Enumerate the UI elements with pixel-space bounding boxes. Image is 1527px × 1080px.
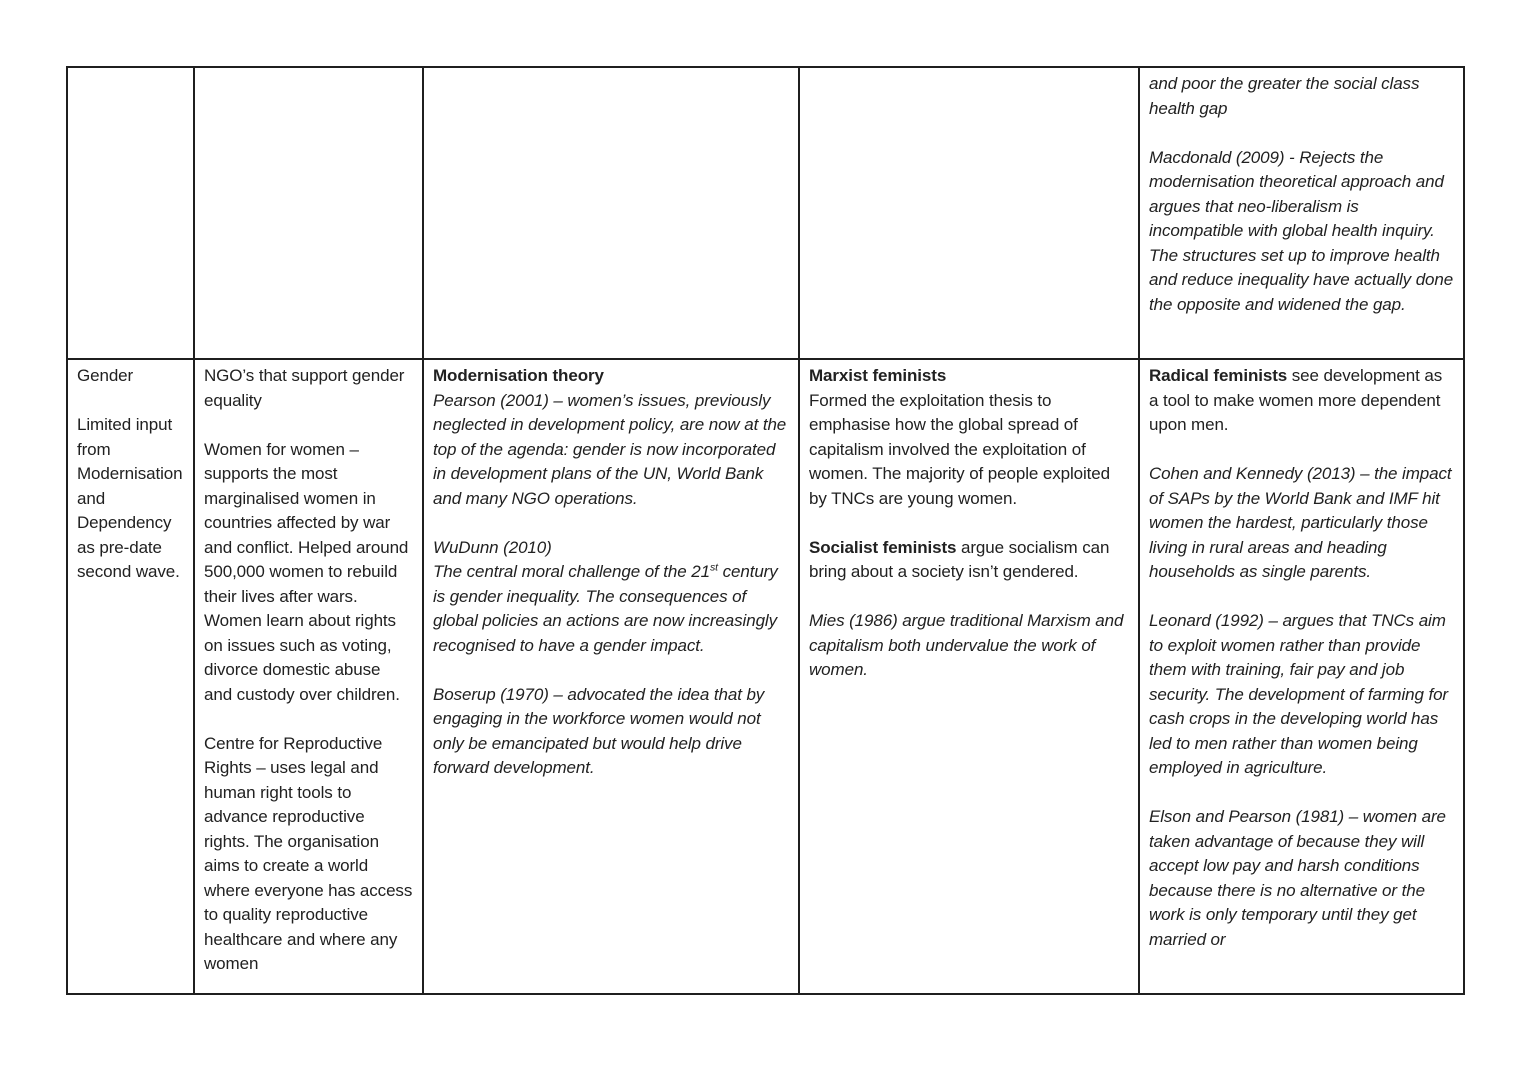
table-cell-r1-c4: Radical feminists see development as a t… xyxy=(1138,358,1465,995)
table-row: Gender Limited input from Modernisation … xyxy=(66,358,1465,995)
paragraph: Elson and Pearson (1981) – women are tak… xyxy=(1149,805,1454,952)
table-cell-r0-c0 xyxy=(66,66,195,360)
text-run: see development as a tool to make women … xyxy=(1149,366,1443,434)
table-cell-r0-c1 xyxy=(193,66,424,360)
table-cell-r1-c0: Gender Limited input from Modernisation … xyxy=(66,358,195,995)
notes-table: and poor the greater the social class he… xyxy=(66,66,1465,995)
paragraph: The central moral challenge of the 21st … xyxy=(433,560,789,658)
paragraph xyxy=(433,511,789,536)
cell-content: NGO’s that support gender equality Women… xyxy=(204,364,413,992)
text-run: Leonard (1992) – argues that TNCs aim to… xyxy=(1149,611,1448,777)
table-cell-r1-c1: NGO’s that support gender equality Women… xyxy=(193,358,424,995)
paragraph: Radical feminists see development as a t… xyxy=(1149,364,1454,438)
cell-content xyxy=(809,72,1129,357)
text-run: Limited input from Modernisation and Dep… xyxy=(77,415,183,581)
text-run: Radical feminists xyxy=(1149,366,1288,385)
cell-content: Modernisation theory Pearson (2001) – wom… xyxy=(433,364,789,992)
paragraph xyxy=(77,389,184,414)
paragraph: Cohen and Kennedy (2013) – the impact of… xyxy=(1149,462,1454,585)
paragraph: Marxist feminists xyxy=(809,364,1129,389)
paragraph: Gender xyxy=(77,364,184,389)
table-cell-r0-c4: and poor the greater the social class he… xyxy=(1138,66,1465,360)
text-run: Centre for Reproductive Rights – uses le… xyxy=(204,733,413,974)
paragraph: NGO’s that support gender equality xyxy=(204,364,413,413)
text-run: st xyxy=(709,561,718,574)
text-run: Mies (1986) argue traditional Marxism an… xyxy=(809,611,1124,679)
table-cell-r0-c2 xyxy=(422,66,800,360)
text-run: Socialist feminists xyxy=(809,537,957,557)
text-run: Marxist feminists xyxy=(809,366,947,385)
text-run: century is gender inequality. The conseq… xyxy=(433,562,778,655)
paragraph xyxy=(204,707,413,732)
paragraph xyxy=(204,413,413,438)
paragraph: Macdonald (2009) - Rejects the modernisa… xyxy=(1149,146,1454,318)
text-run: Women for women – supports the most marg… xyxy=(204,439,409,704)
paragraph: WuDunn (2010) xyxy=(433,536,789,561)
text-run: Boserup (1970) – advocated the idea that… xyxy=(433,684,765,778)
paragraph: Centre for Reproductive Rights – uses le… xyxy=(204,732,413,977)
text-run: Gender xyxy=(77,366,134,385)
table-row: and poor the greater the social class he… xyxy=(66,66,1465,360)
paragraph: Leonard (1992) – argues that TNCs aim to… xyxy=(1149,609,1454,781)
paragraph xyxy=(809,585,1129,610)
text-run: Macdonald (2009) - Rejects the modernisa… xyxy=(1149,147,1454,314)
text-run: Modernisation theory xyxy=(433,366,604,385)
cell-content: Marxist feminists Formed the exploitation… xyxy=(809,364,1129,992)
paragraph: Socialist feminists argue socialism can … xyxy=(809,536,1129,585)
paragraph: Mies (1986) argue traditional Marxism an… xyxy=(809,609,1129,683)
text-run: Cohen and Kennedy (2013) – the impact of… xyxy=(1149,464,1452,581)
paragraph: and poor the greater the social class he… xyxy=(1149,72,1454,121)
paragraph xyxy=(1149,585,1454,610)
paragraph xyxy=(809,511,1129,536)
paragraph: Pearson (2001) – women’s issues, previou… xyxy=(433,389,789,512)
table-cell-r0-c3 xyxy=(798,66,1140,360)
text-run: The central moral challenge of the 21 xyxy=(433,562,710,581)
paragraph: Boserup (1970) – advocated the idea that… xyxy=(433,683,789,781)
paragraph xyxy=(433,658,789,683)
text-run: WuDunn (2010) xyxy=(433,537,552,557)
paragraph: Modernisation theory xyxy=(433,364,789,389)
cell-content: and poor the greater the social class he… xyxy=(1149,72,1454,357)
paragraph xyxy=(1149,781,1454,806)
table-cell-r1-c2: Modernisation theory Pearson (2001) – wom… xyxy=(422,358,800,995)
text-run: argue socialism can bring about a societ… xyxy=(809,537,1110,582)
cell-content xyxy=(204,72,413,357)
cell-content: Gender Limited input from Modernisation … xyxy=(77,364,184,992)
text-run: Elson and Pearson (1981) – women are tak… xyxy=(1149,807,1446,949)
table-cell-r1-c3: Marxist feminists Formed the exploitation… xyxy=(798,358,1140,995)
text-run: NGO’s that support gender equality xyxy=(204,366,405,410)
cell-content xyxy=(77,72,184,357)
paragraph: Limited input from Modernisation and Dep… xyxy=(77,413,184,585)
paragraph xyxy=(1149,438,1454,463)
text-run: and poor the greater the social class he… xyxy=(1149,74,1420,118)
text-run: Formed the exploitation thesis to emphas… xyxy=(809,390,1111,508)
paragraph: Women for women – supports the most marg… xyxy=(204,438,413,708)
text-run: Pearson (2001) – women’s issues, previou… xyxy=(433,390,787,508)
cell-content: Radical feminists see development as a t… xyxy=(1149,364,1454,992)
paragraph: Formed the exploitation thesis to emphas… xyxy=(809,389,1129,512)
paragraph xyxy=(1149,121,1454,146)
cell-content xyxy=(433,72,789,357)
